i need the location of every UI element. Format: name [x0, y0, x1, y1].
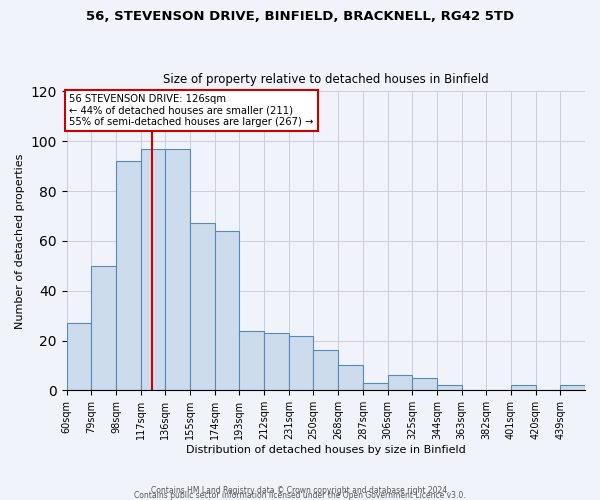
Bar: [363, 383, 388, 390]
Bar: [289, 336, 313, 390]
Bar: [338, 366, 363, 390]
Bar: [190, 224, 215, 390]
Bar: [91, 266, 116, 390]
Bar: [264, 333, 289, 390]
Bar: [560, 386, 585, 390]
Bar: [166, 148, 190, 390]
Text: 56, STEVENSON DRIVE, BINFIELD, BRACKNELL, RG42 5TD: 56, STEVENSON DRIVE, BINFIELD, BRACKNELL…: [86, 10, 514, 23]
Bar: [215, 231, 239, 390]
Bar: [141, 148, 166, 390]
Bar: [412, 378, 437, 390]
Bar: [313, 350, 338, 391]
Bar: [511, 386, 536, 390]
X-axis label: Distribution of detached houses by size in Binfield: Distribution of detached houses by size …: [186, 445, 466, 455]
Title: Size of property relative to detached houses in Binfield: Size of property relative to detached ho…: [163, 73, 489, 86]
Bar: [388, 376, 412, 390]
Bar: [67, 323, 91, 390]
Bar: [239, 330, 264, 390]
Bar: [116, 161, 141, 390]
Text: 56 STEVENSON DRIVE: 126sqm
← 44% of detached houses are smaller (211)
55% of sem: 56 STEVENSON DRIVE: 126sqm ← 44% of deta…: [69, 94, 314, 127]
Text: Contains public sector information licensed under the Open Government Licence v3: Contains public sector information licen…: [134, 490, 466, 500]
Y-axis label: Number of detached properties: Number of detached properties: [15, 153, 25, 328]
Text: Contains HM Land Registry data © Crown copyright and database right 2024.: Contains HM Land Registry data © Crown c…: [151, 486, 449, 495]
Bar: [437, 386, 461, 390]
